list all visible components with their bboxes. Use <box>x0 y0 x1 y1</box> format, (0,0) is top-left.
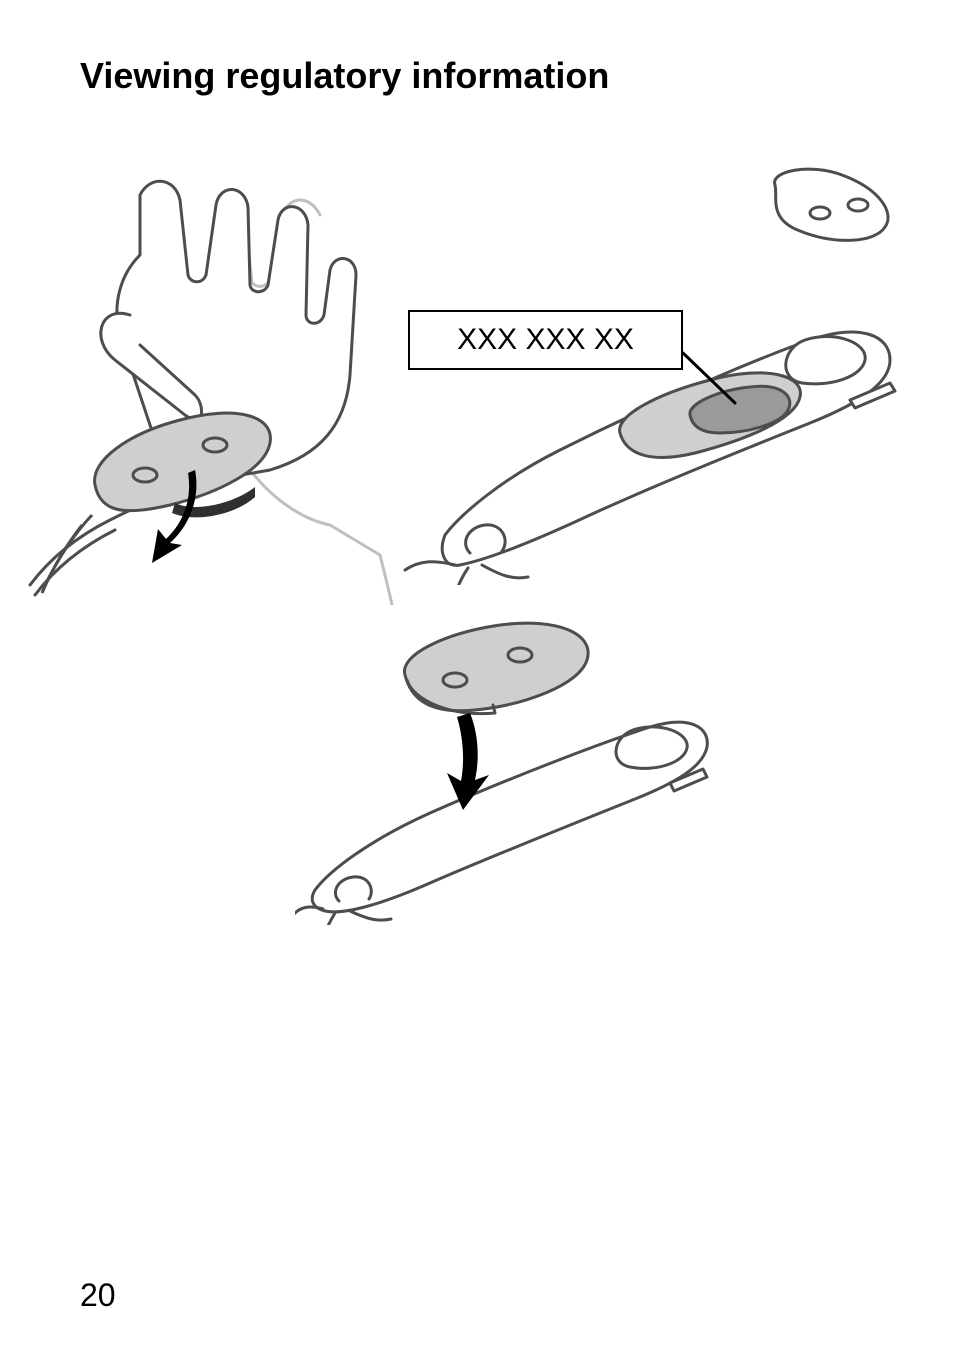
illustration-label-location <box>390 165 910 585</box>
page-heading: Viewing regulatory information <box>80 55 609 97</box>
illustration-replace-cover <box>295 605 715 925</box>
manual-page: Viewing regulatory information <box>0 0 954 1354</box>
remove-cover-svg <box>20 155 410 605</box>
page-number: 20 <box>80 1277 116 1314</box>
label-location-svg <box>390 165 910 585</box>
regulatory-label-callout: XXX XXX XX <box>408 310 683 370</box>
illustration-remove-cover <box>20 155 410 605</box>
replace-cover-svg <box>295 605 715 925</box>
callout-text: XXX XXX XX <box>457 323 634 356</box>
